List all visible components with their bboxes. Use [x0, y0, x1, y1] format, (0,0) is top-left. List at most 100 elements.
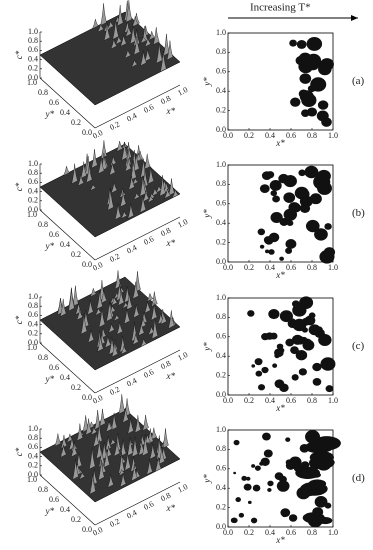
particle: [279, 383, 289, 393]
surface-peak: [54, 433, 62, 447]
y-tick-label: 0.6: [216, 332, 226, 341]
surface-peak: [112, 19, 119, 40]
surface-peak: [124, 158, 132, 172]
c-tick-label: 0.6: [28, 177, 38, 186]
particle: [291, 374, 299, 381]
panel-label: (d): [352, 472, 365, 484]
particle: [290, 346, 299, 355]
y-axis-label: y*: [45, 241, 55, 251]
surface-peak: [123, 308, 131, 325]
particle: [298, 89, 309, 99]
x-tick-label: 0.2: [108, 517, 121, 530]
particle: [325, 385, 334, 393]
surface-peak: [89, 183, 97, 191]
c-tick-label: 0.0: [28, 470, 38, 479]
c-tick-label: 0.0: [28, 73, 38, 82]
particle: [307, 85, 316, 93]
y-tick-label: 0.0: [216, 125, 226, 134]
y-tick-label: 0.8: [216, 444, 226, 453]
particle: [285, 461, 296, 470]
particle: [313, 174, 331, 190]
x-tick-label: 0.4: [125, 111, 138, 124]
y-tick-label: 0.4: [60, 505, 70, 514]
surface-peak: [163, 34, 170, 57]
particle: [261, 366, 269, 374]
surface-peak: [116, 4, 124, 27]
particle: [293, 463, 303, 473]
surface-peak: [104, 335, 112, 349]
x-tick-label: 0.4: [125, 243, 138, 256]
x-axis-label: x*: [275, 138, 285, 148]
particle: [254, 358, 263, 366]
x-tick-label: 0.4: [265, 131, 275, 140]
y-axis: [39, 77, 96, 129]
surface-peak: [150, 303, 158, 321]
particle: [285, 239, 297, 249]
y-axis-label: y*: [45, 109, 55, 119]
c-tick-label: 0.8: [28, 433, 38, 442]
x-tick-label: 0.2: [244, 396, 254, 405]
particle: [276, 480, 290, 492]
c-tick-label: 1.0: [28, 424, 38, 433]
c-tick-label: 0.4: [28, 54, 38, 63]
c-axis-label: c*: [14, 50, 24, 59]
y-tick-label: 0.6: [49, 495, 59, 504]
y-tick-label: 0.2: [216, 370, 226, 379]
particle: [306, 36, 323, 51]
surface-peak: [114, 203, 122, 220]
surface-peak: [87, 299, 94, 316]
surface-peak: [100, 3, 107, 26]
x-tick-label: 0.4: [125, 376, 138, 389]
surface-peak: [97, 23, 105, 33]
particle: [251, 464, 256, 468]
surface-peak: [158, 446, 165, 465]
y-tick-label: 1.0: [27, 343, 37, 352]
y-tick-label: 0.0: [82, 393, 92, 402]
surface-peak: [166, 40, 174, 61]
surface-peak: [139, 35, 147, 44]
y-tick-label: 1.0: [27, 475, 37, 484]
surface-plane: [39, 276, 181, 371]
x-tick-label: 0.6: [286, 528, 296, 537]
surface-peak: [109, 156, 117, 167]
surface-peak: [60, 435, 68, 449]
y-tick-label: 1.0: [27, 210, 37, 219]
surface-peak: [125, 293, 133, 311]
particle: [247, 500, 252, 505]
y-tick-label: 0.6: [49, 98, 59, 107]
particle: [231, 517, 238, 524]
particle: [259, 184, 270, 194]
x-tick-label: 0.8: [159, 226, 172, 239]
particle: [285, 175, 296, 185]
particle: [268, 249, 275, 255]
surface-peak: [104, 436, 112, 452]
x-tick-label: 0.8: [159, 359, 172, 372]
y-tick-label: 0.6: [216, 464, 226, 473]
x-tick-label: 0.0: [91, 260, 104, 273]
y-tick-label: 0.8: [216, 47, 226, 56]
particle: [257, 228, 266, 236]
y-tick-label: 0.6: [216, 199, 226, 208]
particle: [274, 472, 284, 481]
particle: [267, 480, 274, 487]
y-tick-label: 0.8: [216, 179, 226, 188]
particle: [268, 232, 280, 243]
x-axis: [94, 84, 181, 129]
x-tick-label: 0.4: [265, 263, 275, 272]
c-tick-label: 0.8: [28, 36, 38, 45]
surface-peak: [162, 428, 169, 449]
surface-peak: [72, 285, 79, 308]
c-tick-label: 0.2: [28, 329, 38, 338]
surface-peak: [149, 443, 156, 460]
x-tick-label: 0.6: [286, 396, 296, 405]
particle: [314, 228, 328, 241]
c-tick-label: 0.0: [28, 338, 38, 347]
surface-peak: [120, 211, 128, 220]
surface-peak: [107, 188, 114, 211]
particle: [301, 461, 310, 469]
particle: [270, 190, 278, 197]
surface-peak: [116, 140, 123, 153]
x-tick-label: 1.0: [176, 482, 189, 495]
surface-peak: [144, 37, 152, 48]
c-tick-label: 0.2: [28, 461, 38, 470]
